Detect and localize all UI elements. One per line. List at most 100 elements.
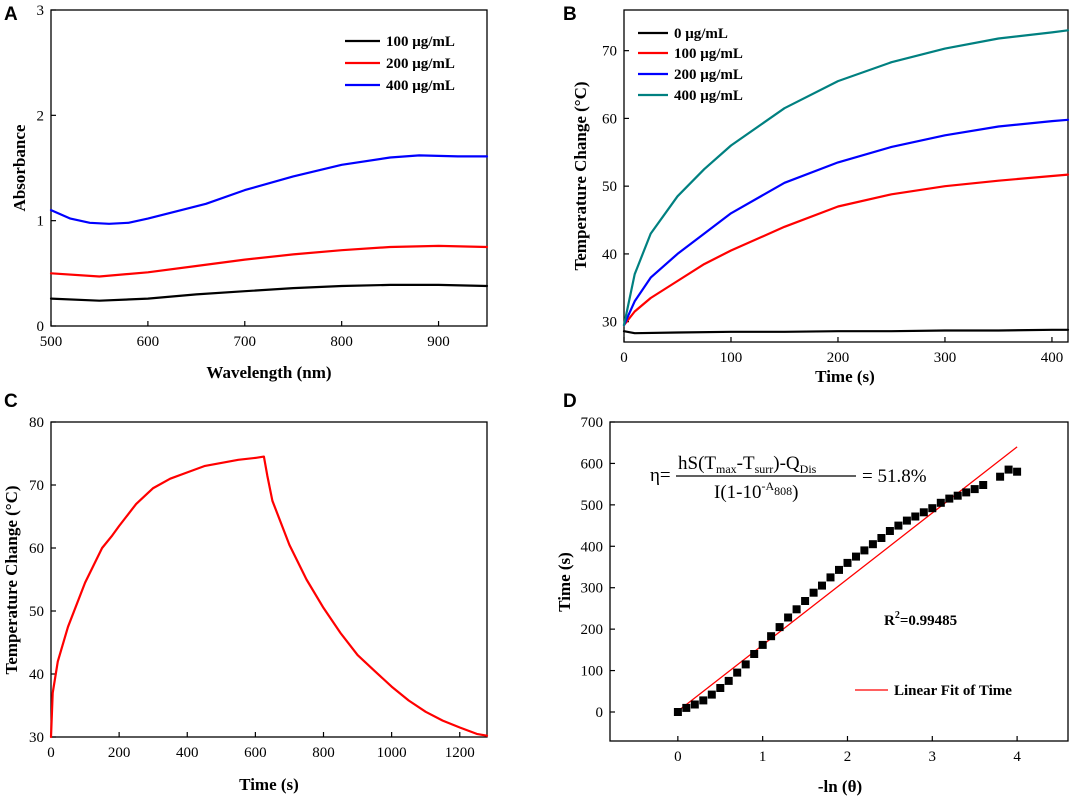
panel-d-data-point <box>945 494 954 503</box>
panel-b-x-tick-label: 0 <box>620 350 628 366</box>
panel-a-frame <box>50 9 488 327</box>
panel-d-data-point <box>767 632 776 641</box>
panel-c-y-axis-label: Temperature Change (°C) <box>2 485 21 674</box>
panel-d-data-point <box>690 700 699 709</box>
panel-a-y-tick-label: 2 <box>37 108 45 124</box>
legend-label-b-200: 200 μg/mL <box>674 67 743 83</box>
panel-c-frame <box>50 421 488 738</box>
panel-d-data-point <box>818 581 826 590</box>
panel-b-y-tick-label: 50 <box>602 179 617 195</box>
panel-d-data-point <box>843 558 852 567</box>
panel-d-fit-line <box>677 446 1018 712</box>
panel-a-series-line-2 <box>49 154 489 225</box>
panel-d-data-point <box>936 498 945 507</box>
formula-den-part-3: ) <box>792 482 798 503</box>
panel-d-data-point <box>919 508 928 517</box>
panel-b-x-axis-label: Time (s) <box>815 367 875 386</box>
panel-b-series-line-3 <box>622 29 1070 327</box>
panel-b-x-tick-label: 400 <box>1041 350 1064 366</box>
panel-a-y-tick-label: 3 <box>37 3 45 19</box>
panel-d-data-point <box>1004 465 1013 474</box>
panel-c-x-tick-label: 800 <box>312 745 335 761</box>
panel-d-x-tick-label: 2 <box>844 749 852 765</box>
panel-c-x-tick-label: 200 <box>108 745 131 761</box>
panel-d-data-point <box>885 527 894 535</box>
panel-d-data-point <box>962 488 971 497</box>
r-squared-r: R <box>884 613 895 629</box>
panel-d-data-point <box>792 605 801 614</box>
panel-d-data-point <box>826 573 835 582</box>
panel-d-y-tick-label: 0 <box>596 705 604 721</box>
panel-d-data-point <box>868 540 877 549</box>
panel-d-data-point <box>852 552 860 561</box>
panel-d-data-point <box>860 546 869 555</box>
panel-d-data-point <box>877 534 886 542</box>
legend-label-a-100: 100 μg/mL <box>386 34 455 50</box>
panel-a-x-tick-label: 600 <box>137 334 160 350</box>
panel-b-x-tick-label: 100 <box>720 350 743 366</box>
panel-d-y-axis-label: Time (s) <box>555 552 574 612</box>
panel-a-series-line-1 <box>49 244 489 278</box>
panel-b: B 0 100 200 300 400 30 40 50 60 70 Time (s) Tempe… <box>563 4 1070 386</box>
r-squared-annotation: R2=0.99485 <box>884 610 957 629</box>
panel-b-legend: 0 μg/mL 100 μg/mL 200 μg/mL 400 μg/mL <box>638 26 743 104</box>
panel-c-series-line-0 <box>49 455 489 739</box>
formula-num-sub-dis: Dis <box>800 462 817 476</box>
panel-b-series-line-0 <box>622 328 1070 335</box>
panel-d-x-tick-label: 1 <box>759 749 767 765</box>
panel-d-y-tick-label: 600 <box>581 456 604 472</box>
panel-d-x-tick-label: 0 <box>674 749 682 765</box>
panel-d-data-point <box>996 472 1005 481</box>
panel-d-y-tick-label: 300 <box>581 581 604 597</box>
panel-b-y-tick-label: 30 <box>602 315 617 331</box>
panel-c-x-tick-label: 1000 <box>377 745 407 761</box>
panel-b-y-axis-label: Temperature Change (°C) <box>571 81 590 270</box>
panel-a-ticks: 500 600 700 800 900 0 1 2 3 <box>37 3 450 350</box>
panel-b-y-tick-label: 60 <box>602 111 617 127</box>
panel-c-y-tick-label: 70 <box>29 478 44 494</box>
legend-label-linear-fit: Linear Fit of Time <box>894 683 1012 699</box>
formula-den-sup-a: -A <box>761 479 774 493</box>
panel-d-y-tick-label: 500 <box>581 498 604 514</box>
panel-c-y-tick-label: 40 <box>29 667 44 683</box>
panel-d-data-point <box>902 516 911 525</box>
panel-c-x-tick-label: 1200 <box>445 745 475 761</box>
panel-d-data-point <box>775 623 784 632</box>
formula-denominator: I(1-10-A808) <box>714 479 798 503</box>
panel-d-data-point <box>809 588 818 597</box>
r-squared-exp: 2 <box>895 610 900 621</box>
panel-b-series-line-2 <box>622 118 1070 327</box>
formula-den-part-0: I(1-10 <box>714 482 761 503</box>
panel-c-y-tick-label: 50 <box>29 604 44 620</box>
formula-num-part-2: -T <box>737 453 755 474</box>
panel-c-letter: C <box>4 391 18 412</box>
formula-result: = 51.8% <box>862 466 927 487</box>
panel-d-data-point <box>894 521 903 530</box>
panel-c-y-tick-label: 30 <box>29 730 44 746</box>
panel-a-x-tick-label: 800 <box>330 334 353 350</box>
panel-d-letter: D <box>563 391 577 412</box>
panel-d-x-tick-label: 4 <box>1013 749 1021 765</box>
panel-d-data-point <box>953 491 962 500</box>
panel-b-letter: B <box>563 4 577 25</box>
panel-d-y-tick-label: 200 <box>581 622 604 638</box>
panel-d-ticks: 0 1 2 3 4 0 100 200 300 400 500 600 700 <box>581 415 1022 765</box>
panel-d-y-tick-label: 100 <box>581 664 604 680</box>
panel-d-data-point <box>699 696 708 705</box>
panel-a-x-tick-label: 700 <box>234 334 257 350</box>
efficiency-formula: η= hS(Tmax-Tsurr)-QDis I(1-10-A808) = 51… <box>650 453 927 503</box>
panel-d-data-point <box>741 660 750 669</box>
legend-label-b-0: 0 μg/mL <box>674 26 728 42</box>
formula-num-sub-surr: surr <box>755 462 774 476</box>
panel-d-legend: Linear Fit of Time <box>855 683 1012 699</box>
panel-c-x-axis-label: Time (s) <box>239 775 299 794</box>
panel-b-frame <box>623 9 1069 343</box>
panel-b-series-line-1 <box>622 173 1070 327</box>
panel-d-data-point <box>716 684 725 692</box>
panel-a-legend: 100 μg/mL 200 μg/mL 400 μg/mL <box>345 34 455 94</box>
panel-b-series <box>622 29 1070 335</box>
panel-d-data-point <box>911 512 920 521</box>
panel-b-y-tick-label: 70 <box>602 44 617 60</box>
panel-a-y-axis-label: Absorbance <box>10 124 29 211</box>
panel-d-x-axis-label: -ln (θ) <box>818 777 862 796</box>
